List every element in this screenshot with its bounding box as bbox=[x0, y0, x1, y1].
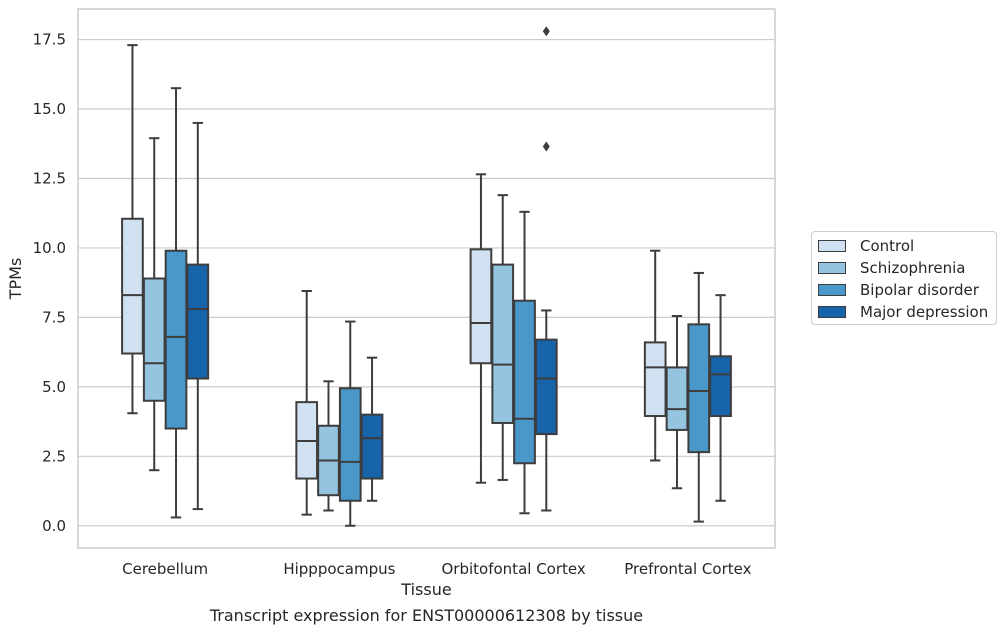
box-plot-item bbox=[534, 26, 558, 512]
y-tick-label: 15.0 bbox=[33, 100, 66, 118]
legend-swatch-schizophrenia bbox=[818, 262, 846, 274]
legend-item-control: Control bbox=[818, 236, 914, 256]
chart-caption: Transcript expression for ENST0000061230… bbox=[209, 606, 644, 625]
box-plot-item bbox=[121, 44, 144, 415]
x-tick-label: Cerebellum bbox=[122, 560, 208, 578]
iqr-box bbox=[338, 387, 362, 502]
outlier-point bbox=[542, 26, 550, 37]
iqr-box bbox=[709, 355, 732, 418]
y-tick-label: 10.0 bbox=[33, 239, 66, 257]
legend-label: Bipolar disorder bbox=[860, 281, 979, 299]
box-plot-item bbox=[186, 121, 210, 511]
box-plot-item bbox=[665, 315, 689, 490]
iqr-box bbox=[643, 341, 667, 418]
box-plot-item bbox=[687, 271, 711, 523]
x-axis-label: Tissue bbox=[400, 580, 451, 599]
box-plot-item bbox=[338, 320, 362, 527]
y-axis-label: TPMs bbox=[6, 258, 25, 301]
y-tick-label: 7.5 bbox=[42, 308, 66, 326]
x-tick-label: Prefrontal Cortex bbox=[624, 560, 751, 578]
box-plot-item bbox=[317, 380, 340, 512]
iqr-box bbox=[469, 248, 493, 365]
legend-item-major-depression: Major depression bbox=[818, 302, 988, 322]
iqr-box bbox=[164, 249, 188, 430]
box-plot-item bbox=[142, 137, 166, 472]
legend-label: Schizophrenia bbox=[860, 259, 966, 277]
outlier-point bbox=[542, 141, 550, 152]
legend-label: Control bbox=[860, 237, 915, 255]
iqr-box bbox=[534, 338, 558, 436]
legend-swatch-major-depression bbox=[818, 306, 846, 318]
box-plot-item bbox=[164, 87, 188, 519]
y-tick-labels: 0.0 2.5 5.0 7.5 10.0 12.5 15.0 17.5 bbox=[33, 31, 66, 535]
x-tick-label: Hipppocampus bbox=[283, 560, 395, 578]
boxes-layer bbox=[121, 26, 732, 527]
iqr-box bbox=[121, 217, 144, 355]
y-tick-label: 2.5 bbox=[42, 447, 66, 465]
box-plot-item bbox=[360, 356, 384, 502]
x-tick-label: Orbitofontal Cortex bbox=[442, 560, 586, 578]
plot-frame bbox=[77, 8, 776, 549]
iqr-box bbox=[513, 299, 536, 465]
legend-item-bipolar-disorder: Bipolar disorder bbox=[818, 280, 979, 300]
box-plot-item bbox=[491, 194, 515, 481]
legend-label: Major depression bbox=[860, 303, 989, 321]
box-plot-item bbox=[643, 249, 667, 462]
y-tick-label: 12.5 bbox=[33, 169, 66, 187]
box-plot-item bbox=[513, 210, 536, 515]
legend: Control Schizophrenia Bipolar disorder M… bbox=[811, 231, 997, 325]
y-tick-label: 0.0 bbox=[42, 517, 66, 535]
y-tick-label: 17.5 bbox=[33, 31, 66, 49]
legend-swatch-control bbox=[818, 240, 846, 252]
box-plot-item bbox=[709, 294, 732, 502]
y-tick-label: 5.0 bbox=[42, 378, 66, 396]
iqr-box bbox=[687, 323, 711, 454]
legend-swatch-bipolar-disorder bbox=[818, 284, 846, 296]
iqr-box bbox=[360, 413, 384, 480]
iqr-box bbox=[665, 366, 689, 431]
iqr-box bbox=[491, 263, 515, 424]
x-tick-labels: Cerebellum Hipppocampus Orbitofontal Corte… bbox=[122, 560, 751, 578]
legend-item-schizophrenia: Schizophrenia bbox=[818, 258, 965, 278]
iqr-box bbox=[186, 263, 210, 380]
box-plot-item bbox=[295, 290, 319, 516]
box-plot-item bbox=[469, 173, 493, 484]
iqr-box bbox=[142, 277, 166, 402]
